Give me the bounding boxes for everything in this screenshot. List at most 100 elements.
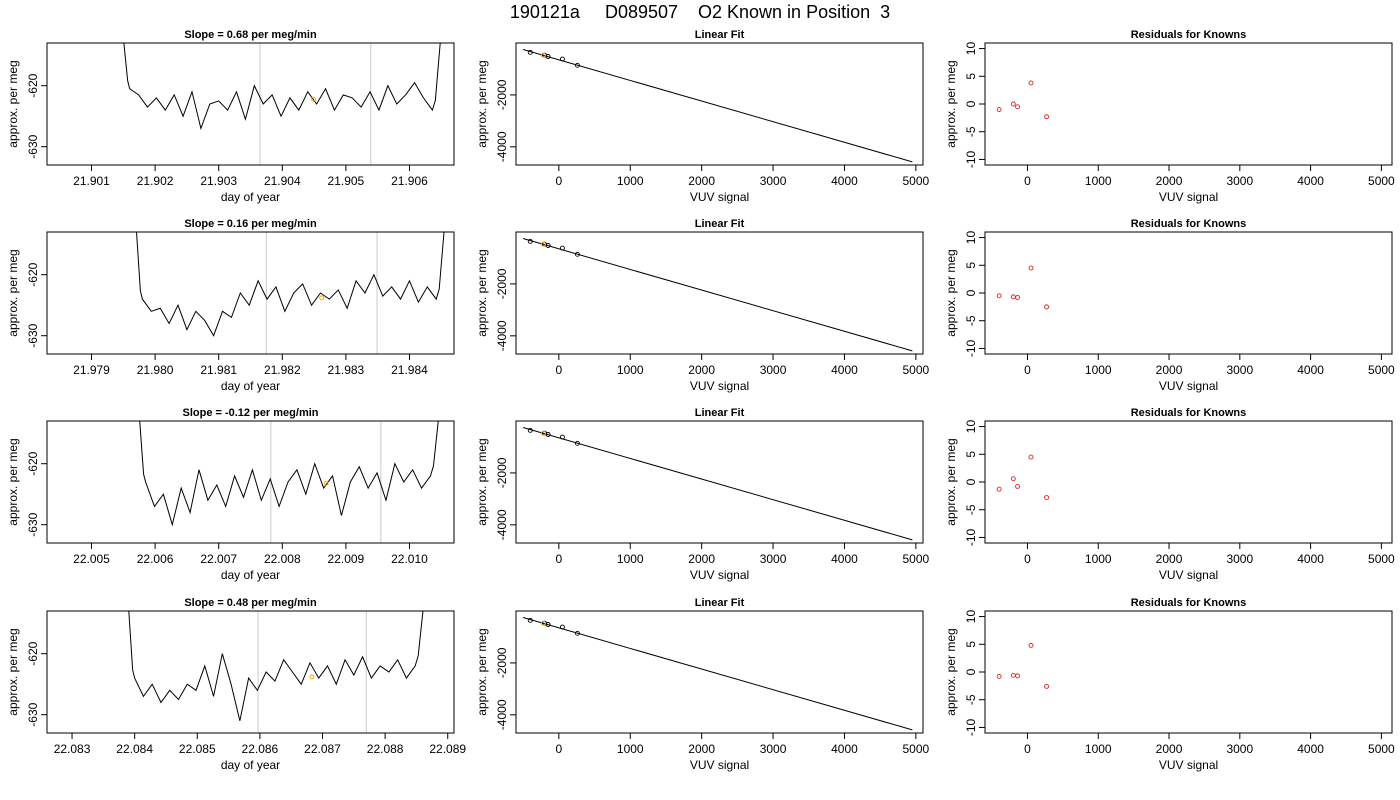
figure-title: 190121a D089507 O2 Known in Position 3 xyxy=(509,2,891,22)
residuals-row4-frame xyxy=(984,610,1393,734)
linear-fit-row3-title: Linear Fit xyxy=(695,407,745,419)
linear-fit-row2-x-tick-label: 0 xyxy=(555,363,562,377)
linear-fit-row3-data-point xyxy=(527,427,533,433)
timeseries-row1-x-tick-label: 21.904 xyxy=(264,174,301,188)
residuals-row1-y-tick-label: 10 xyxy=(964,42,978,56)
timeseries-row1-x-tick-label: 21.903 xyxy=(200,174,237,188)
residuals-row1-frame xyxy=(984,42,1393,166)
linear-fit-row1-x-tick-label: 4000 xyxy=(831,174,858,188)
linear-fit-row1-x-tick-label: 2000 xyxy=(688,174,715,188)
timeseries-row2-y-tick-label: -620 xyxy=(26,262,40,286)
linear-fit-row2-frame xyxy=(515,231,924,355)
linear-fit-row2-x-tick-label: 5000 xyxy=(903,363,930,377)
residuals-row1-y-tick-label: 5 xyxy=(964,73,978,80)
timeseries-row1-title: Slope = 0.68 per meg/min xyxy=(184,29,317,41)
linear-fit-row1-x-tick-label: 0 xyxy=(555,174,562,188)
timeseries-row4-y-tick-label: -620 xyxy=(26,641,40,665)
timeseries-row4-x-tick-label: 22.085 xyxy=(179,742,216,756)
residuals-row1-data-point xyxy=(1015,104,1021,110)
timeseries-row3-x-axis: 22.005 22.006 22.007 22.008 22.009 22.010 day … xyxy=(73,543,428,582)
timeseries-row4-x-tick-label: 22.084 xyxy=(116,742,153,756)
linear-fit-row1-data-point xyxy=(559,56,565,62)
residuals-row3-x-tick-label: 1000 xyxy=(1085,552,1112,566)
residuals-row4-data-point xyxy=(996,673,1002,679)
linear-fit-row4-y-tick-label: -2000 xyxy=(495,647,509,678)
residuals-row4-x-tick-label: 2000 xyxy=(1156,742,1183,756)
linear-fit-row2-x-tick-label: 3000 xyxy=(760,363,787,377)
residuals-row4-x-label: VUV signal xyxy=(1159,758,1218,772)
linear-fit-row1-y-tick-label: -2000 xyxy=(495,79,509,110)
timeseries-row3-x-tick-label: 22.010 xyxy=(391,552,428,566)
timeseries-row3-x-label: day of year xyxy=(221,568,280,582)
residuals-row3-x-tick-label: 3000 xyxy=(1226,552,1253,566)
timeseries-row3-y-tick-label: -630 xyxy=(26,512,40,536)
timeseries-row4-y-tick-label: -630 xyxy=(26,702,40,726)
timeseries-row2-x-tick-label: 21.982 xyxy=(264,363,301,377)
linear-fit-row3-y-tick-label: -4000 xyxy=(495,509,509,540)
linear-fit-row3-y-label: approx. per meg xyxy=(475,438,489,525)
linear-fit-row1-highlight-point xyxy=(540,52,546,58)
residuals-row1-x-tick-label: 1000 xyxy=(1085,174,1112,188)
residuals-row3-x-tick-label: 5000 xyxy=(1368,552,1395,566)
linear-fit-row4-data-point xyxy=(574,630,580,636)
linear-fit-row2-data-point xyxy=(574,251,580,257)
residuals-row1-y-tick-label: -5 xyxy=(964,126,978,137)
timeseries-row1-y-label: approx. per meg xyxy=(6,60,20,147)
linear-fit-row4-x-tick-label: 5000 xyxy=(903,742,930,756)
timeseries-row3-x-tick-label: 22.006 xyxy=(137,552,174,566)
residuals-row2-x-tick-label: 5000 xyxy=(1368,363,1395,377)
residuals-row4-x-tick-label: 5000 xyxy=(1368,742,1395,756)
timeseries-row3-frame xyxy=(46,420,455,544)
linear-fit-row3-y-tick-label: -2000 xyxy=(495,457,509,488)
residuals-row3-data-point xyxy=(1044,495,1050,500)
residuals-row1-y-tick-label: -10 xyxy=(964,150,978,168)
residuals-row2-data-point xyxy=(1028,265,1034,271)
linear-fit-row4-frame xyxy=(515,610,924,734)
linear-fit-row1-y-tick-label: -4000 xyxy=(495,131,509,162)
linear-fit-row1-y-label: approx. per meg xyxy=(475,60,489,147)
timeseries-row4-x-tick-label: 22.088 xyxy=(367,742,404,756)
linear-fit-row3-x-axis: 0 1000 2000 3000 4000 5000 VUV signal xyxy=(555,543,930,582)
residuals-row1-x-tick-label: 4000 xyxy=(1297,174,1324,188)
residuals-row2-y-tick-label: -5 xyxy=(964,315,978,326)
timeseries-row3-series-line xyxy=(139,421,439,527)
linear-fit-row2-highlight-point xyxy=(540,241,546,247)
timeseries-row3-x-tick-label: 22.007 xyxy=(200,552,237,566)
timeseries-row1-x-axis: 21.901 21.902 21.903 21.904 21.905 21.906 day … xyxy=(73,165,428,204)
residuals-row4-data-point xyxy=(1010,672,1016,678)
linear-fit-row1-frame xyxy=(515,42,924,166)
residuals-row4-y-label: approx. per meg xyxy=(944,628,958,715)
linear-fit-row3-panel: Linear Fit 0 1000 2000 3000 4000 5000 VUV signa… xyxy=(475,407,930,582)
linear-fit-row2-fit-line xyxy=(523,238,913,352)
linear-fit-row3-x-tick-label: 1000 xyxy=(617,552,644,566)
residuals-row4-x-axis: 0 1000 2000 3000 4000 5000 VUV signal xyxy=(1024,733,1395,772)
residuals-row1-data-point xyxy=(1044,114,1050,120)
linear-fit-row1-x-tick-label: 3000 xyxy=(760,174,787,188)
residuals-row3-y-axis: 10 5 0 -5 -10 approx. per meg xyxy=(944,420,985,546)
linear-fit-row2-x-tick-label: 2000 xyxy=(688,363,715,377)
linear-fit-row4-x-tick-label: 1000 xyxy=(617,742,644,756)
residuals-row4-data-point xyxy=(1028,642,1034,648)
timeseries-row4-highlight-point xyxy=(309,674,315,680)
linear-fit-row2-y-tick-label: -2000 xyxy=(495,268,509,299)
residuals-row2-y-axis: 10 5 0 -5 -10 approx. per meg xyxy=(944,231,985,357)
linear-fit-row4-x-tick-label: 3000 xyxy=(760,742,787,756)
timeseries-row4-series-line xyxy=(128,611,424,721)
linear-fit-row3-x-tick-label: 0 xyxy=(555,552,562,566)
residuals-row1-y-label: approx. per meg xyxy=(944,60,958,147)
timeseries-row4-y-axis: -620 -630 approx. per meg xyxy=(6,628,47,727)
linear-fit-row2-x-tick-label: 4000 xyxy=(831,363,858,377)
timeseries-row4-x-axis: 22.083 22.084 22.085 22.086 22.087 22.088 22.0… xyxy=(54,733,466,772)
residuals-row4-y-tick-label: -5 xyxy=(964,694,978,705)
timeseries-row3-y-label: approx. per meg xyxy=(6,438,20,525)
linear-fit-row4-x-axis: 0 1000 2000 3000 4000 5000 VUV signal xyxy=(555,733,930,772)
residuals-row3-x-tick-label: 4000 xyxy=(1297,552,1324,566)
residuals-row4-y-tick-label: 0 xyxy=(964,668,978,675)
linear-fit-row3-x-tick-label: 3000 xyxy=(760,552,787,566)
residuals-row4-x-tick-label: 1000 xyxy=(1085,742,1112,756)
residuals-row2-data-point xyxy=(996,293,1002,299)
